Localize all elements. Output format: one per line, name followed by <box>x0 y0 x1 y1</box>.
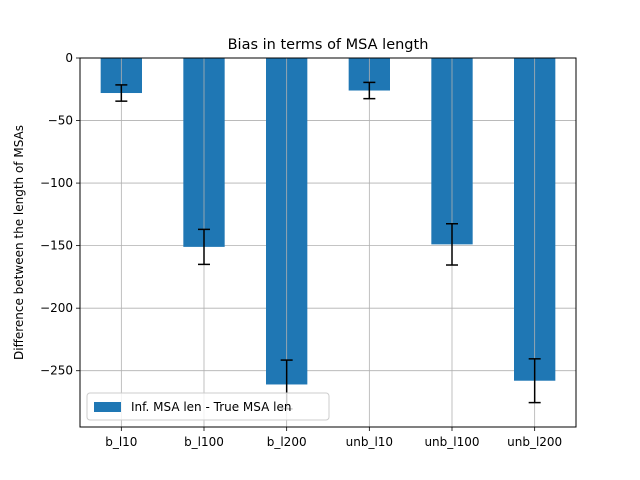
x-tick-label: b_l200 <box>267 435 307 449</box>
chart-title: Bias in terms of MSA length <box>228 37 429 53</box>
legend-label: Inf. MSA len - True MSA len <box>131 400 291 414</box>
y-tick-label: 0 <box>65 51 73 65</box>
x-tick-label: unb_l200 <box>507 435 562 449</box>
x-tick-label: unb_l10 <box>346 435 393 449</box>
x-axis-ticks: b_l10 b_l100 b_l200 unb_l10 unb_l100 unb_l200 <box>105 427 562 449</box>
x-tick-label: b_l10 <box>105 435 137 449</box>
legend-swatch <box>94 402 121 412</box>
legend-box <box>86 392 330 421</box>
y-tick-label: −250 <box>40 364 73 378</box>
x-tick-label: unb_l100 <box>424 435 479 449</box>
y-tick-label: −150 <box>40 239 73 253</box>
legend: Inf. MSA len - True MSA len <box>86 392 330 421</box>
x-tick-label: b_l100 <box>184 435 224 449</box>
y-tick-label: −200 <box>40 301 73 315</box>
y-axis-ticks: 0 −50 −100 −150 −200 −250 <box>40 51 80 378</box>
y-axis-label: Difference between the length of MSAs <box>12 125 26 360</box>
error-bars-group <box>115 58 541 427</box>
y-tick-label: −100 <box>40 176 73 190</box>
plot-frame <box>79 57 577 428</box>
y-tick-label: −50 <box>48 114 73 128</box>
